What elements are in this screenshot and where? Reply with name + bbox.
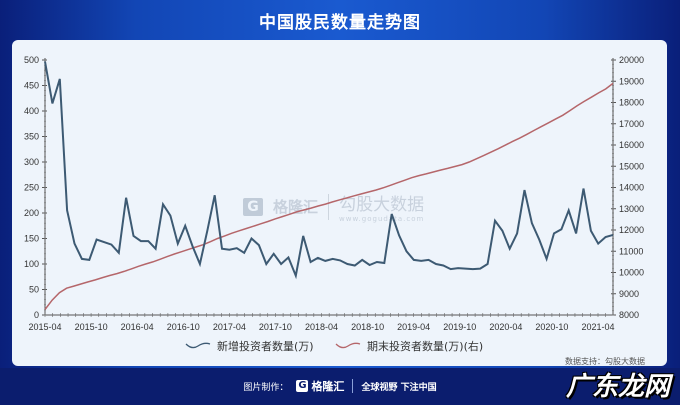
- legend-label-new: 新增投资者数量(万): [217, 340, 314, 353]
- footer-band: [0, 368, 680, 405]
- footer-brand-name: 格隆汇: [311, 380, 345, 393]
- svg-text:13000: 13000: [619, 204, 644, 214]
- svg-text:2020-04: 2020-04: [489, 322, 522, 332]
- total-investors-line: [44, 82, 614, 310]
- svg-text:10000: 10000: [619, 268, 644, 278]
- chart-axes: 0 50 100 150 200 250 300 350 400 450 500 8000 9000 10…: [24, 55, 644, 332]
- svg-text:15000: 15000: [619, 161, 644, 171]
- svg-text:14000: 14000: [619, 183, 644, 193]
- svg-text:2019-04: 2019-04: [397, 322, 430, 332]
- corner-watermark: 广东龙网: [566, 372, 671, 402]
- svg-text:2021-04: 2021-04: [581, 322, 614, 332]
- legend-label-total: 期末投资者数量(万)(右): [367, 340, 484, 353]
- svg-text:2018-04: 2018-04: [305, 322, 338, 332]
- svg-text:50: 50: [29, 285, 39, 295]
- svg-text:2017-04: 2017-04: [213, 322, 246, 332]
- gelonghui-logo-icon: G: [243, 197, 263, 216]
- svg-text:19000: 19000: [619, 76, 644, 86]
- footer-divider: [352, 379, 354, 393]
- svg-text:150: 150: [24, 234, 39, 244]
- chart-panel: [12, 40, 667, 366]
- watermark-cn: 勾股大数据: [339, 195, 425, 215]
- legend-item-new-investors: 新增投资者数量(万): [185, 338, 314, 354]
- svg-text:11000: 11000: [619, 246, 643, 256]
- svg-text:300: 300: [24, 157, 39, 167]
- made-by-label: 图片制作：: [243, 382, 289, 393]
- legend-item-total-investors: 期末投资者数量(万)(右): [335, 338, 483, 354]
- svg-text:0: 0: [34, 310, 39, 320]
- svg-text:18000: 18000: [619, 98, 644, 108]
- svg-text:100: 100: [24, 259, 39, 269]
- svg-text:12000: 12000: [619, 225, 644, 235]
- gelonghui-logo-icon: G: [296, 380, 309, 392]
- svg-text:2015-04: 2015-04: [28, 322, 61, 332]
- footer: 图片制作： G 格隆汇 全球视野 下注中国: [0, 378, 680, 394]
- svg-text:200: 200: [24, 208, 39, 218]
- watermark-brand: 格隆汇: [273, 198, 319, 216]
- center-watermark: G 格隆汇 勾股大数据 www.gogudata.com: [243, 190, 424, 223]
- data-source: 数据支持：勾股大数据: [565, 357, 645, 366]
- svg-text:9000: 9000: [619, 289, 639, 299]
- svg-text:2016-04: 2016-04: [121, 322, 154, 332]
- svg-text:400: 400: [24, 106, 39, 116]
- watermark-divider: [328, 193, 330, 220]
- wave-line-icon: [335, 342, 361, 349]
- svg-text:16000: 16000: [619, 140, 644, 150]
- chart-title: 中国股民数量走势图: [259, 13, 421, 33]
- svg-text:17000: 17000: [619, 119, 644, 129]
- footer-brand: G 格隆汇: [296, 378, 344, 394]
- svg-text:8000: 8000: [619, 310, 639, 320]
- new-investors-line: [44, 61, 614, 280]
- watermark-url: www.gogudata.com: [339, 215, 425, 223]
- svg-text:2015-10: 2015-10: [75, 322, 108, 332]
- svg-text:20000: 20000: [619, 55, 644, 65]
- watermark-right: 勾股大数据 www.gogudata.com: [339, 190, 424, 223]
- svg-text:250: 250: [24, 183, 39, 193]
- svg-text:2018-10: 2018-10: [351, 322, 384, 332]
- svg-text:2016-10: 2016-10: [167, 322, 200, 332]
- footer-slogan: 全球视野 下注中国: [361, 382, 437, 393]
- svg-text:350: 350: [24, 132, 39, 142]
- wave-line-icon: [185, 342, 211, 349]
- svg-text:2019-10: 2019-10: [443, 322, 476, 332]
- svg-text:2017-10: 2017-10: [259, 322, 292, 332]
- svg-text:2020-10: 2020-10: [535, 322, 568, 332]
- svg-text:500: 500: [24, 55, 39, 65]
- svg-text:450: 450: [24, 81, 39, 91]
